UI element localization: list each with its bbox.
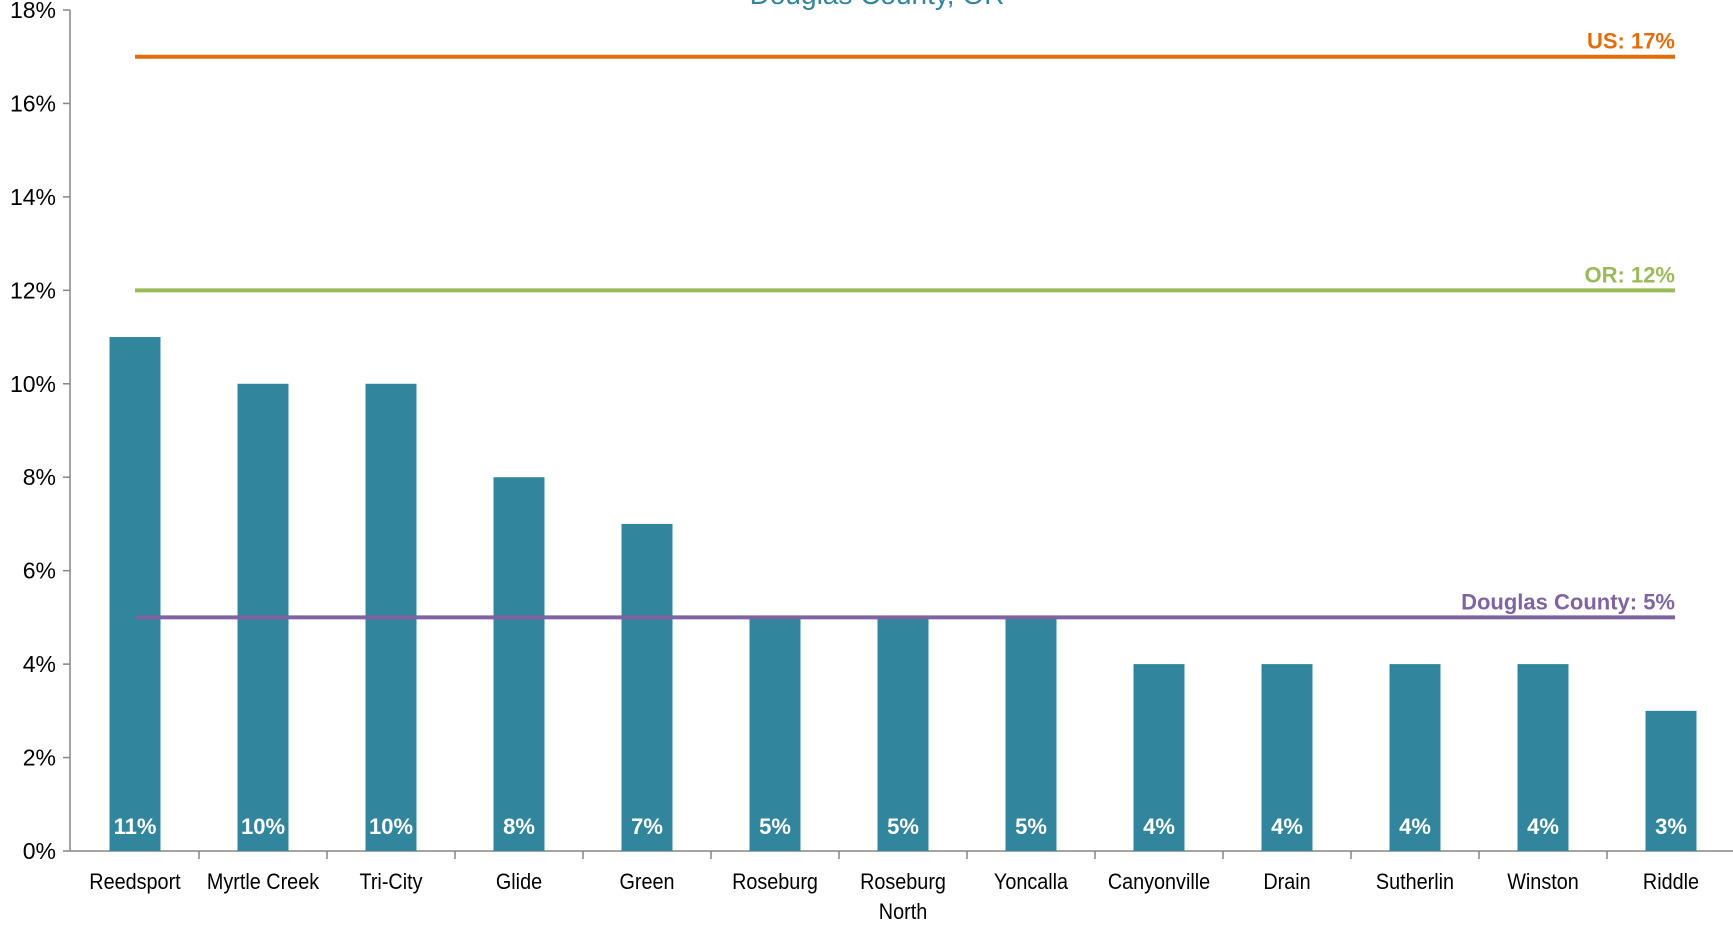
y-tick-label: 8% [23,464,56,490]
value-label: 3% [1655,814,1687,839]
x-tick-label: Sutherlin [1375,869,1455,894]
x-tick-label: Yoncalla [993,869,1069,894]
value-label: 4% [1271,814,1303,839]
value-label: 5% [759,814,791,839]
x-tick-label: Reedsport [89,869,181,894]
value-label: 4% [1527,814,1559,839]
x-tick-label: Myrtle Creek [206,869,320,894]
y-tick-label: 6% [23,558,56,584]
x-tick-label: Roseburg North [860,869,946,924]
x-tick-label: Drain [1263,869,1311,894]
bar [621,523,673,851]
reference-label: Douglas County: 5% [1461,589,1675,614]
y-tick-label: 10% [10,371,56,397]
y-tick-label: 12% [10,277,56,303]
x-tick-label: Riddle [1642,869,1700,894]
value-label: 5% [887,814,919,839]
y-tick-label: 18% [10,0,56,23]
x-tick-label: Tri-City [359,869,423,894]
x-tick-label: Canyonville [1107,869,1211,894]
x-tick-label: Green [619,869,675,894]
bar [749,617,801,851]
y-tick-label: 16% [10,90,56,116]
reference-label: US: 17% [1587,29,1675,54]
bar [1389,664,1441,851]
y-tick-label: 4% [23,651,56,677]
x-tick-label: Glide [495,869,543,894]
bar [1133,664,1185,851]
value-label: 10% [241,814,285,839]
bar [1261,664,1313,851]
value-label: 8% [503,814,535,839]
x-tick-label: Winston [1507,869,1579,894]
y-tick-label: 2% [23,745,56,771]
value-label: 7% [631,814,663,839]
bar [1645,710,1697,851]
bar [109,337,161,851]
bar [1005,617,1057,851]
bar [1517,664,1569,851]
chart-title: Douglas County, OR [750,0,1005,10]
y-tick-label: 14% [10,184,56,210]
y-tick-label: 0% [23,838,56,864]
value-label: 4% [1143,814,1175,839]
value-label: 11% [114,814,157,839]
value-label: 5% [1015,814,1047,839]
value-label: 4% [1399,814,1431,839]
value-label: 10% [369,814,413,839]
x-tick-label: Roseburg [732,869,818,894]
reference-label: OR: 12% [1585,262,1675,287]
bar [877,617,929,851]
bar [493,477,545,851]
